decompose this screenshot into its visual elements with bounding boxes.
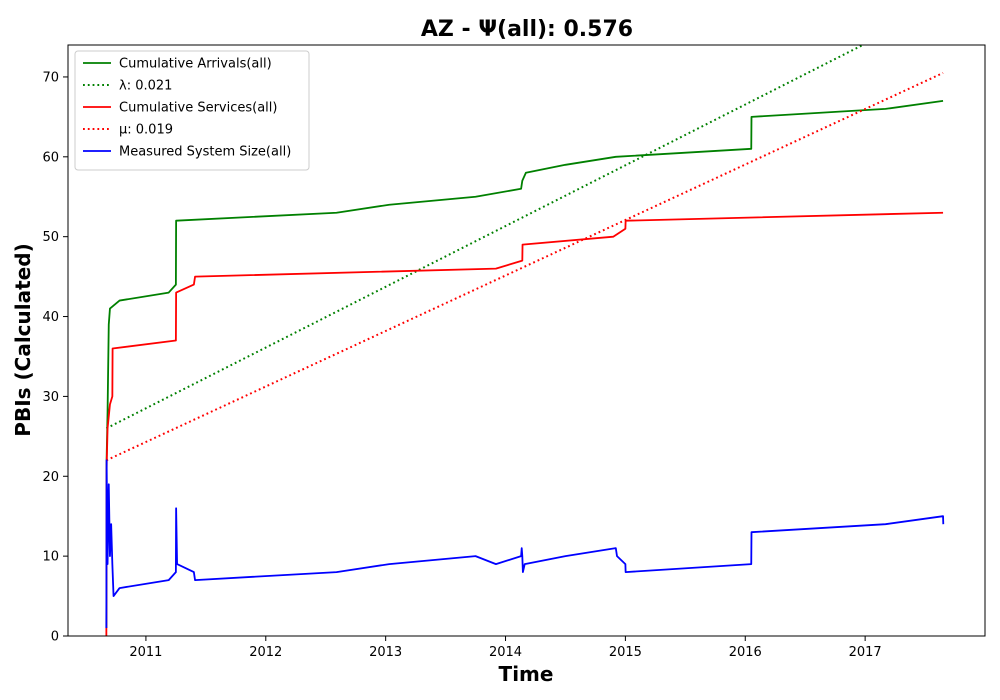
series-line-2 [105,211,944,636]
chart-title: AZ - Ψ(all): 0.576 [421,17,633,42]
y-tick-label: 70 [42,70,59,85]
x-tick-label: 2014 [489,645,522,660]
x-tick-label: 2015 [609,645,642,660]
y-tick-label: 30 [42,390,59,405]
x-tick-label: 2011 [129,645,162,660]
x-tick-label: 2012 [249,645,282,660]
legend-item-label: Cumulative Arrivals(all) [119,57,272,72]
y-tick-label: 0 [51,630,59,645]
plot-frame [67,44,986,637]
series-line-1 [105,45,864,430]
y-tick-label: 50 [42,230,59,245]
y-tick-label: 60 [42,150,59,165]
legend-item-label: Cumulative Services(all) [119,101,277,116]
y-axis-label: PBIs (Calculated) [11,243,35,436]
y-axis: 0 10 20 30 40 50 60 70 [42,70,68,645]
x-tick-label: 2013 [369,645,402,660]
legend-box [74,50,310,171]
legend: Cumulative Arrivals(all) λ: 0.021 Cumulati… [74,50,310,171]
legend-item-label: μ: 0.019 [119,123,173,138]
x-axis-label: Time [499,662,554,686]
series-line-3 [105,72,944,462]
x-tick-label: 2017 [849,645,882,660]
y-tick-label: 40 [42,310,59,325]
legend-item-label: Measured System Size(all) [119,145,291,160]
y-tick-label: 10 [42,550,59,565]
y-tick-label: 20 [42,470,59,485]
x-axis: 2011 2012 2013 2014 2015 2016 2017 [129,636,882,660]
series-line-4 [105,459,945,629]
legend-item-label: λ: 0.021 [119,79,172,94]
series-line-0 [105,100,944,629]
x-tick-label: 2016 [729,645,762,660]
plot-area [105,45,945,636]
